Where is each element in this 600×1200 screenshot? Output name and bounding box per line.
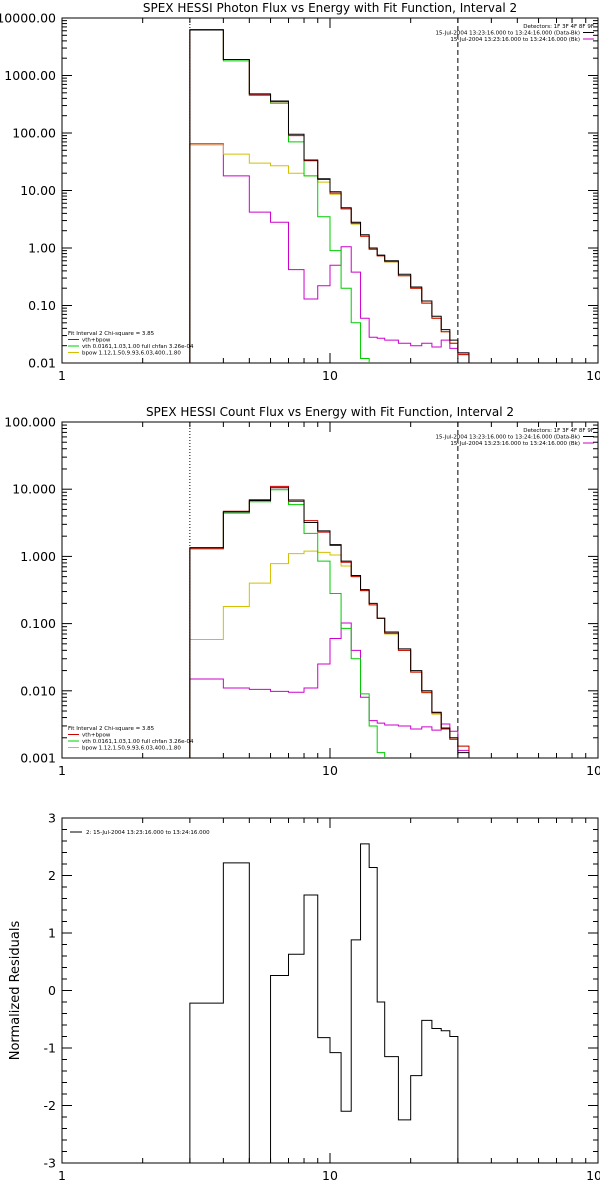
series-line-bpow	[189, 144, 470, 363]
series-line-background	[189, 143, 470, 363]
plot-frame	[61, 817, 599, 1164]
y-tick-label: 0	[48, 983, 56, 998]
y-tick-label: 0.01	[28, 356, 56, 371]
y-tick-label: 1.00	[28, 241, 56, 256]
chart-panel-3: Normalized Residuals 1 10 100 -3 -2 -1 0 1 2 3 2: 1…	[8, 811, 600, 1184]
y-tick-label: 1000.00	[4, 68, 56, 83]
legend-left-entry: vth+bpow	[82, 733, 111, 739]
y-tick-label: 10.000	[12, 482, 56, 497]
series-line-total	[189, 487, 470, 758]
legend-right-entry: 15-Jul-2004 13:23:16.000 to 13:24:16.000…	[450, 441, 580, 447]
x-tick-label: 100	[586, 368, 600, 383]
series-line-residuals	[189, 843, 459, 1163]
y-tick-label: 3	[48, 811, 56, 826]
y-tick-label: 0.010	[20, 683, 56, 698]
y-axis-label: Normalized Residuals	[8, 921, 23, 1061]
y-tick-label: -3	[44, 1156, 56, 1171]
y-tick-label: -2	[44, 1098, 56, 1113]
y-tick-label: 100.00	[12, 126, 56, 141]
series-line-model_sum	[189, 29, 470, 363]
legend-left-entry: vth 0.0161,1.03,1.00 full chfan 3.26e-04	[82, 344, 194, 350]
x-tick-label: 1	[58, 763, 66, 778]
legend-left-entry: Fit Interval 2 Chi-square = 3.85	[68, 726, 155, 732]
legend-right-entry: Detectors: 1F 3F 4F 8F 9F	[523, 24, 594, 30]
series-line-total	[189, 29, 470, 363]
legend-entry: 2: 15-Jul-2004 13:23:16.000 to 13:24:16.…	[86, 830, 210, 836]
y-tick-label: 0.001	[20, 751, 56, 766]
y-tick-label: 10.00	[20, 183, 56, 198]
legend-left-entry: vth+bpow	[82, 338, 111, 344]
chart-title: SPEX HESSI Photon Flux vs Energy with Fi…	[143, 1, 517, 15]
x-tick-label: 10	[322, 1168, 338, 1183]
chart-title: SPEX HESSI Count Flux vs Energy with Fit…	[146, 405, 514, 419]
legend-left-entry: Fit Interval 2 Chi-square = 3.85	[68, 331, 155, 337]
legend-right-entry: Detectors: 1F 3F 4F 8F 9F	[523, 428, 594, 434]
y-tick-label: 0.100	[20, 616, 56, 631]
y-tick-label: 100.000	[4, 415, 56, 430]
legend-left-entry: vth 0.0161,1.03,1.00 full chfan 3.26e-04	[82, 739, 194, 745]
y-tick-label: 1	[48, 926, 56, 941]
series-line-model_sum	[189, 485, 470, 758]
x-tick-label: 100	[586, 763, 600, 778]
legend-right-entry: 15-Jul-2004 13:23:16.000 to 13:24:16.000…	[436, 31, 581, 37]
legend-right-entry: 15-Jul-2004 13:23:16.000 to 13:24:16.000…	[450, 37, 580, 43]
x-tick-label: 10	[322, 368, 338, 383]
x-tick-label: 1	[58, 368, 66, 383]
y-tick-label: 10000.00	[0, 11, 56, 26]
y-tick-label: 2	[48, 868, 56, 883]
legend-left-entry: bpow 1.12,1.50,9.93,6.03,400.,1.80	[82, 746, 181, 752]
y-tick-label: 0.10	[28, 298, 56, 313]
series-line-bpow	[189, 550, 470, 758]
legend-right-entry: 15-Jul-2004 13:23:16.000 to 13:24:16.000…	[436, 435, 581, 441]
chart-panel-1: SPEX HESSI Photon Flux vs Energy with Fi…	[0, 1, 600, 383]
legend-left-entry: bpow 1.12,1.50,9.93,6.03,400.,1.80	[82, 351, 181, 357]
series-line-background	[189, 622, 470, 758]
x-tick-label: 10	[322, 763, 338, 778]
x-tick-label: 1	[58, 1168, 66, 1183]
x-tick-label: 100	[586, 1168, 600, 1183]
y-tick-label: -1	[44, 1041, 56, 1056]
y-tick-label: 1.000	[20, 549, 56, 564]
chart-panel-2: SPEX HESSI Count Flux vs Energy with Fit…	[4, 405, 600, 778]
